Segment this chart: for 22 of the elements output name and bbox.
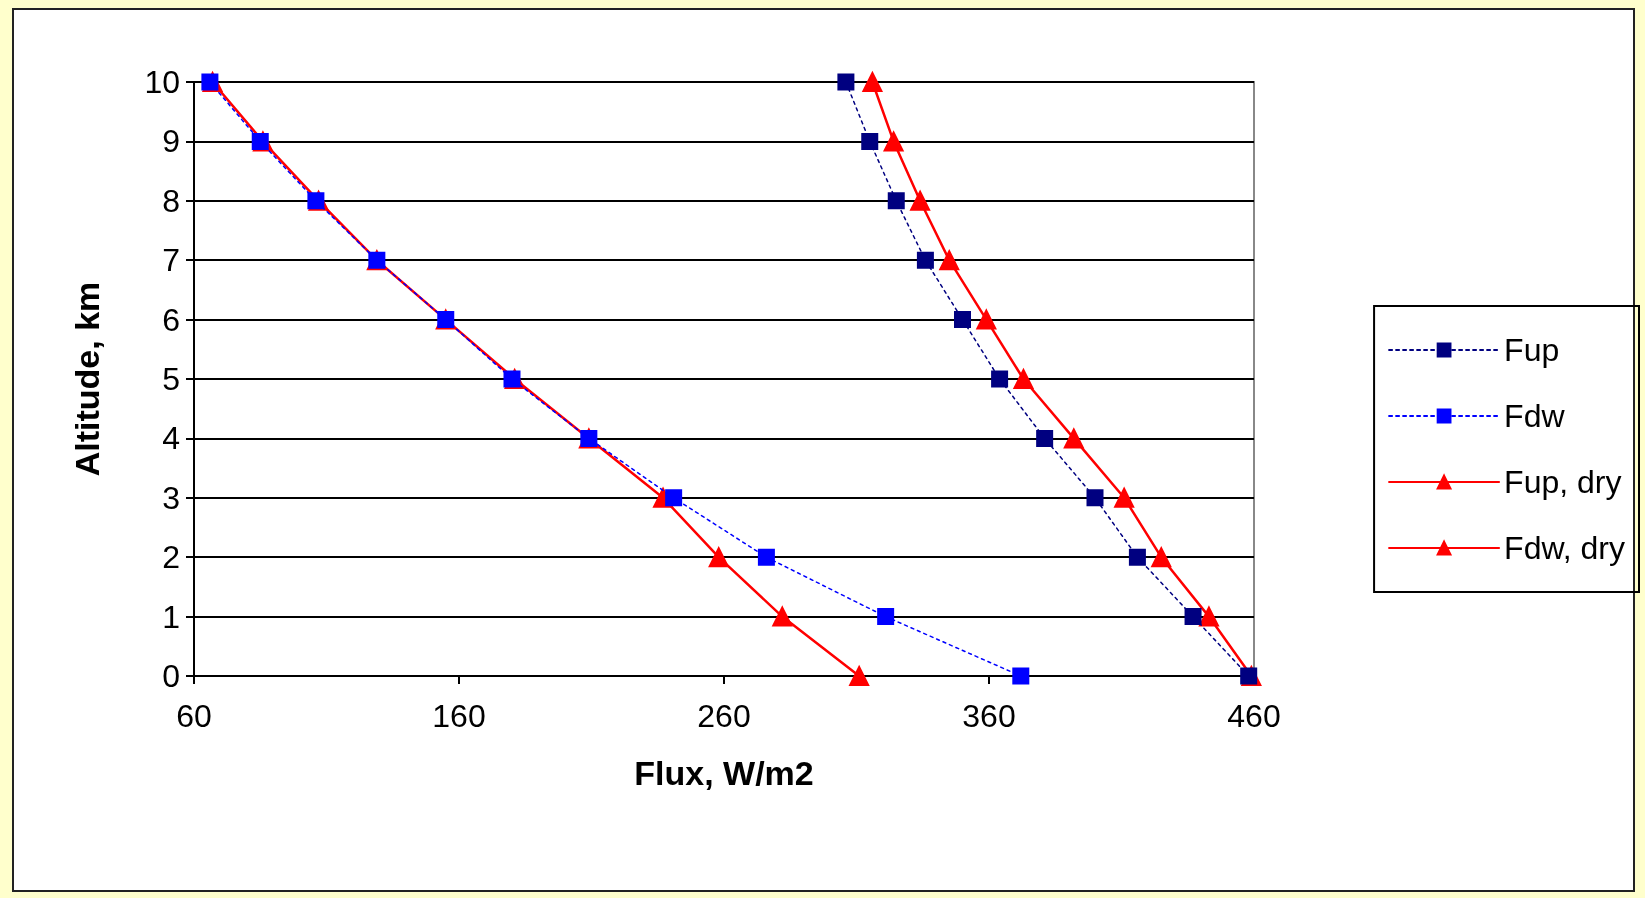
x-tick-label: 260 xyxy=(697,698,751,734)
legend-label: Fup, dry xyxy=(1504,464,1622,500)
y-tick-label: 2 xyxy=(162,539,180,576)
x-tick-label: 60 xyxy=(176,698,212,734)
legend-label: Fup xyxy=(1504,332,1560,368)
y-tick-label: 7 xyxy=(162,242,180,279)
y-tick-label: 3 xyxy=(162,479,180,516)
x-axis-title: Flux, W/m2 xyxy=(634,754,814,792)
y-axis-title: Altitude, km xyxy=(68,281,106,477)
y-tick-label: 5 xyxy=(162,361,180,397)
y-tick-label: 1 xyxy=(162,598,180,635)
y-tick-label: 8 xyxy=(162,182,180,219)
x-tick-label: 460 xyxy=(1227,698,1281,734)
legend-label: Fdw xyxy=(1504,398,1566,434)
y-tick-label: 6 xyxy=(162,301,180,338)
legend-label: Fdw, dry xyxy=(1504,530,1625,566)
y-tick-label: 9 xyxy=(162,123,180,160)
y-tick-label: 4 xyxy=(162,420,180,457)
x-tick-label: 360 xyxy=(962,698,1016,734)
y-tick-label: 0 xyxy=(162,658,180,694)
y-tick-label: 10 xyxy=(144,64,180,100)
x-tick-label: 160 xyxy=(432,698,486,734)
